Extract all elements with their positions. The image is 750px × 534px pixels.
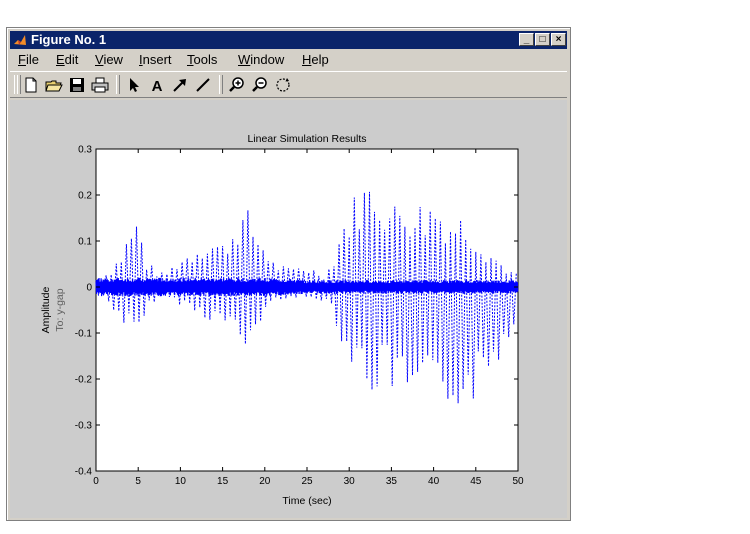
menu-view[interactable]: View <box>95 52 123 67</box>
x-tick-label: 15 <box>217 476 229 487</box>
chart-title: Linear Simulation Results <box>247 133 366 145</box>
rotate-3d-icon <box>276 78 290 92</box>
pointer-arrow-icon <box>130 78 139 92</box>
insert-arrow-button[interactable] <box>170 76 190 94</box>
x-tick-label: 35 <box>386 476 398 487</box>
svg-text:A: A <box>152 78 163 94</box>
menu-edit[interactable]: Edit <box>56 52 79 67</box>
dotted-series-line <box>95 191 517 404</box>
toolbar-grip[interactable] <box>17 75 21 94</box>
matlab-logo-icon <box>14 35 26 45</box>
save-disk-icon <box>70 78 84 92</box>
save-button[interactable] <box>67 76 87 94</box>
plot-svg: 0 5 10 15 20 25 30 35 40 45 50 -0.4 -0.3 -0.2 -0.1 0 0.1… <box>40 133 524 507</box>
y-tick-label: -0.1 <box>75 329 93 340</box>
open-folder-icon <box>45 80 63 92</box>
figure-window: Figure No. 1 _ □ × File Edit View Insert… <box>6 27 571 521</box>
x-tick-label: 20 <box>259 476 271 487</box>
y-tick-label: -0.2 <box>75 375 93 386</box>
zoom-in-icon <box>229 77 244 92</box>
close-button[interactable]: × <box>551 33 566 46</box>
menu-insert[interactable]: Insert <box>139 52 172 67</box>
menu-file[interactable]: File <box>18 52 39 67</box>
x-tick-label: 25 <box>301 476 313 487</box>
new-file-icon <box>25 77 37 93</box>
y-axis-label: Amplitude <box>40 287 52 334</box>
print-button[interactable] <box>90 76 110 94</box>
toolbar-separator <box>116 75 120 94</box>
text-a-icon: A <box>152 78 163 94</box>
x-tick-label: 45 <box>470 476 482 487</box>
menu-tools[interactable]: Tools <box>187 52 218 67</box>
x-tick-label: 30 <box>344 476 356 487</box>
line-icon <box>196 78 210 92</box>
insert-text-button[interactable]: A <box>147 76 167 94</box>
x-tick-label: 0 <box>93 476 99 487</box>
zoom-in-button[interactable] <box>227 76 247 94</box>
toolbar-separator <box>219 75 223 94</box>
menu-help[interactable]: Help <box>302 52 329 67</box>
toolbar: A <box>10 71 567 98</box>
window-title: Figure No. 1 <box>31 32 107 47</box>
printer-icon <box>91 77 109 93</box>
axes-area[interactable] <box>95 148 519 472</box>
y-tick-label: 0.1 <box>78 237 92 248</box>
x-tick-label: 10 <box>175 476 187 487</box>
zoom-out-button[interactable] <box>250 76 270 94</box>
open-file-button[interactable] <box>44 76 64 94</box>
edit-plot-button[interactable] <box>124 76 144 94</box>
insert-line-button[interactable] <box>193 76 213 94</box>
figure-canvas[interactable]: 0 5 10 15 20 25 30 35 40 45 50 -0.4 -0.3 -0.2 -0.1 0 0.1… <box>10 100 567 518</box>
menu-bar: File Edit View Insert Tools Window Help <box>10 50 567 70</box>
solid-series-line <box>95 277 519 297</box>
y-tick-label: 0 <box>86 283 92 294</box>
y-tick-label: 0.2 <box>78 191 92 202</box>
close-icon: × <box>555 34 562 45</box>
x-tick-label: 50 <box>512 476 524 487</box>
menu-window[interactable]: Window <box>238 52 285 67</box>
y-tick-label: 0.3 <box>78 145 92 156</box>
minimize-icon: _ <box>523 34 530 45</box>
maximize-icon: □ <box>539 34 546 45</box>
y-tick-label: -0.4 <box>75 467 93 478</box>
title-bar[interactable]: Figure No. 1 _ □ × <box>10 31 567 49</box>
rotate-button[interactable] <box>273 76 293 94</box>
maximize-button[interactable]: □ <box>535 33 550 46</box>
zoom-out-icon <box>252 77 267 92</box>
x-tick-label: 5 <box>135 476 141 487</box>
new-figure-button[interactable] <box>21 76 41 94</box>
x-axis-label: Time (sec) <box>282 495 331 507</box>
y-tick-label: -0.3 <box>75 421 93 432</box>
arrow-icon <box>173 79 186 92</box>
minimize-button[interactable]: _ <box>519 33 534 46</box>
x-tick-label: 40 <box>428 476 440 487</box>
output-channel-label: To: y-gap <box>54 288 66 331</box>
